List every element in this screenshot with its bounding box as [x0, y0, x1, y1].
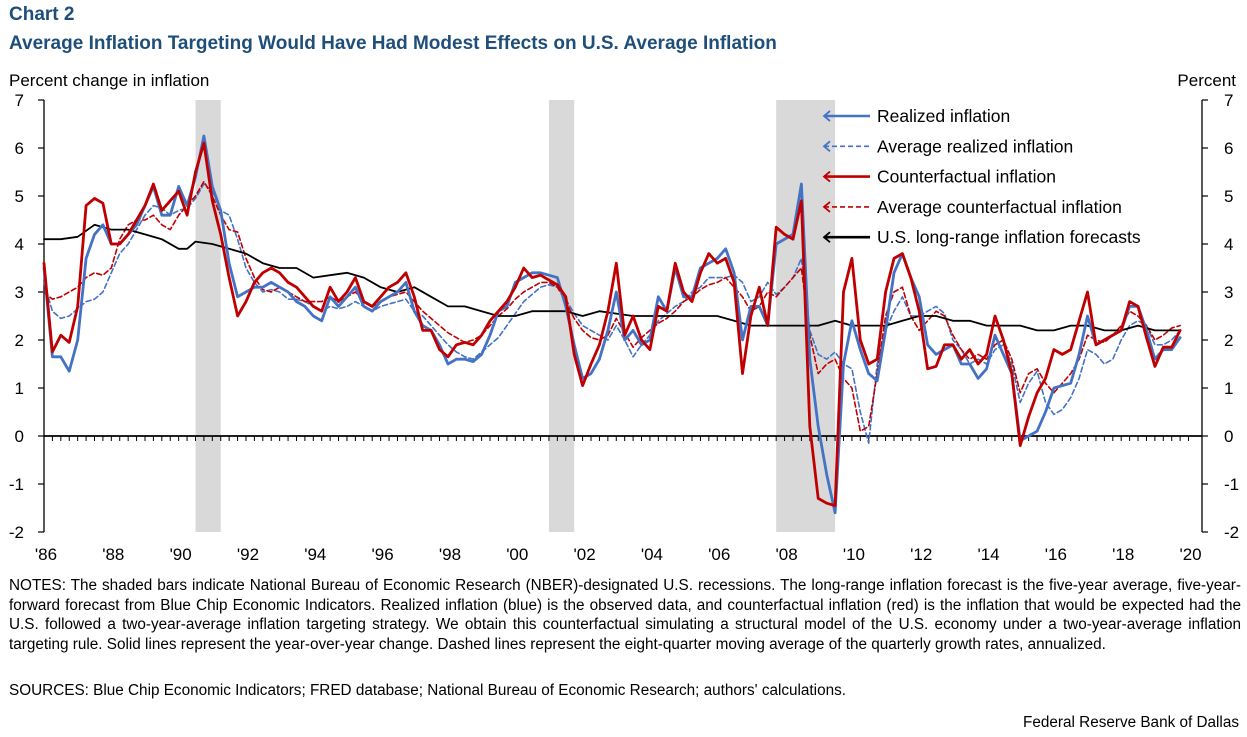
chart-number: Chart 2	[9, 4, 75, 25]
x-tick-label: '96	[372, 545, 394, 564]
legend-arrowhead-icon	[822, 201, 831, 213]
x-tick-label: '02	[574, 545, 596, 564]
x-tick-label: '10	[843, 545, 865, 564]
legend-label: Realized inflation	[877, 106, 1010, 126]
y-tick-label-left: 1	[15, 379, 24, 398]
y-tick-label-left: 4	[15, 235, 24, 254]
y-tick-label-left: -2	[9, 523, 24, 542]
chart-notes: NOTES: The shaded bars indicate National…	[9, 577, 1241, 654]
y-tick-label-right: 3	[1224, 283, 1233, 302]
y-tick-label-right: -1	[1224, 475, 1239, 494]
legend-label: Average counterfactual inflation	[877, 197, 1122, 217]
legend-arrowhead-icon	[822, 231, 831, 243]
x-tick-label: '14	[977, 545, 999, 564]
y-tick-label-right: 5	[1224, 187, 1233, 206]
right-y-axis-title: Percent	[1177, 71, 1236, 90]
recession-bar-2	[548, 100, 575, 532]
y-tick-label-left: -1	[9, 475, 24, 494]
legend-arrowhead-icon	[822, 140, 831, 152]
x-tick-label: '18	[1112, 545, 1134, 564]
chart-axes: Percent change in inflation Percent	[9, 71, 1236, 532]
y-tick-label-right: 1	[1224, 379, 1233, 398]
y-tick-label-right: 6	[1224, 139, 1233, 158]
y-tick-label-right: 2	[1224, 331, 1233, 350]
source-organization: Federal Reserve Bank of Dallas	[1023, 714, 1239, 731]
left-y-axis-title: Percent change in inflation	[9, 71, 209, 90]
y-tick-label-left: 5	[15, 187, 24, 206]
series-lines	[42, 134, 1182, 515]
y-tick-label-left: 7	[15, 91, 24, 110]
series-line-realized-inflation	[42, 134, 1182, 515]
y-tick-label-left: 0	[15, 427, 24, 446]
chart-legend: Realized inflation Average realized infla…	[822, 106, 1141, 247]
chart-sources: SOURCES: Blue Chip Economic Indicators; …	[9, 682, 846, 699]
y-tick-label-left: 6	[15, 139, 24, 158]
line-chart: Percent change in inflation Percent -2 -2…	[9, 71, 1239, 564]
x-tick-label: '98	[439, 545, 461, 564]
x-tick-label: '04	[641, 545, 663, 564]
legend-label: Average realized inflation	[877, 136, 1073, 156]
y-tick-label-right: 7	[1224, 91, 1233, 110]
y-tick-label-left: 3	[15, 283, 24, 302]
legend-arrowhead-icon	[822, 110, 831, 122]
y-tick-label-right: -2	[1224, 523, 1239, 542]
chart-title: Average Inflation Targeting Would Have H…	[9, 33, 777, 54]
x-tick-label: '92	[237, 545, 259, 564]
series-line-counterfactual-inflation	[42, 141, 1182, 507]
y-tick-label-left: 2	[15, 331, 24, 350]
y-tick-label-right: 0	[1224, 427, 1233, 446]
x-tick-label: '88	[102, 545, 124, 564]
x-tick-label: '16	[1045, 545, 1067, 564]
y-tick-label-right: 4	[1224, 235, 1233, 254]
x-tick-label: '20	[1179, 545, 1201, 564]
legend-label: U.S. long-range inflation forecasts	[877, 227, 1141, 247]
legend-arrowhead-icon	[822, 170, 831, 183]
x-tick-label: '90	[170, 545, 192, 564]
x-tick-label: '00	[506, 545, 528, 564]
x-tick-label: '06	[708, 545, 730, 564]
x-tick-label: '86	[35, 545, 57, 564]
x-tick-label: '94	[304, 545, 326, 564]
axis-ticks: -2 -2 -1 -1 0 0 1 1 2 2 3 3 4 4 5 5 6 6 7 7 '86 '88 '90 '92 '94 '…	[9, 91, 1239, 564]
legend-label: Counterfactual inflation	[877, 167, 1056, 187]
x-tick-label: '12	[910, 545, 932, 564]
x-tick-label: '08	[776, 545, 798, 564]
